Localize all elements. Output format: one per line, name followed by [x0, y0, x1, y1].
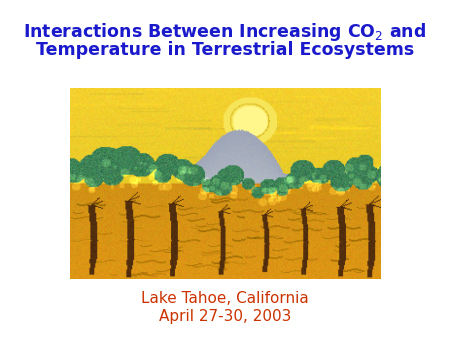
Text: Lake Tahoe, California: Lake Tahoe, California [141, 291, 309, 306]
Text: Interactions Between Increasing CO$_2$ and: Interactions Between Increasing CO$_2$ a… [23, 21, 427, 43]
Text: April 27-30, 2003: April 27-30, 2003 [159, 309, 291, 323]
Text: Temperature in Terrestrial Ecosystems: Temperature in Terrestrial Ecosystems [36, 41, 414, 59]
